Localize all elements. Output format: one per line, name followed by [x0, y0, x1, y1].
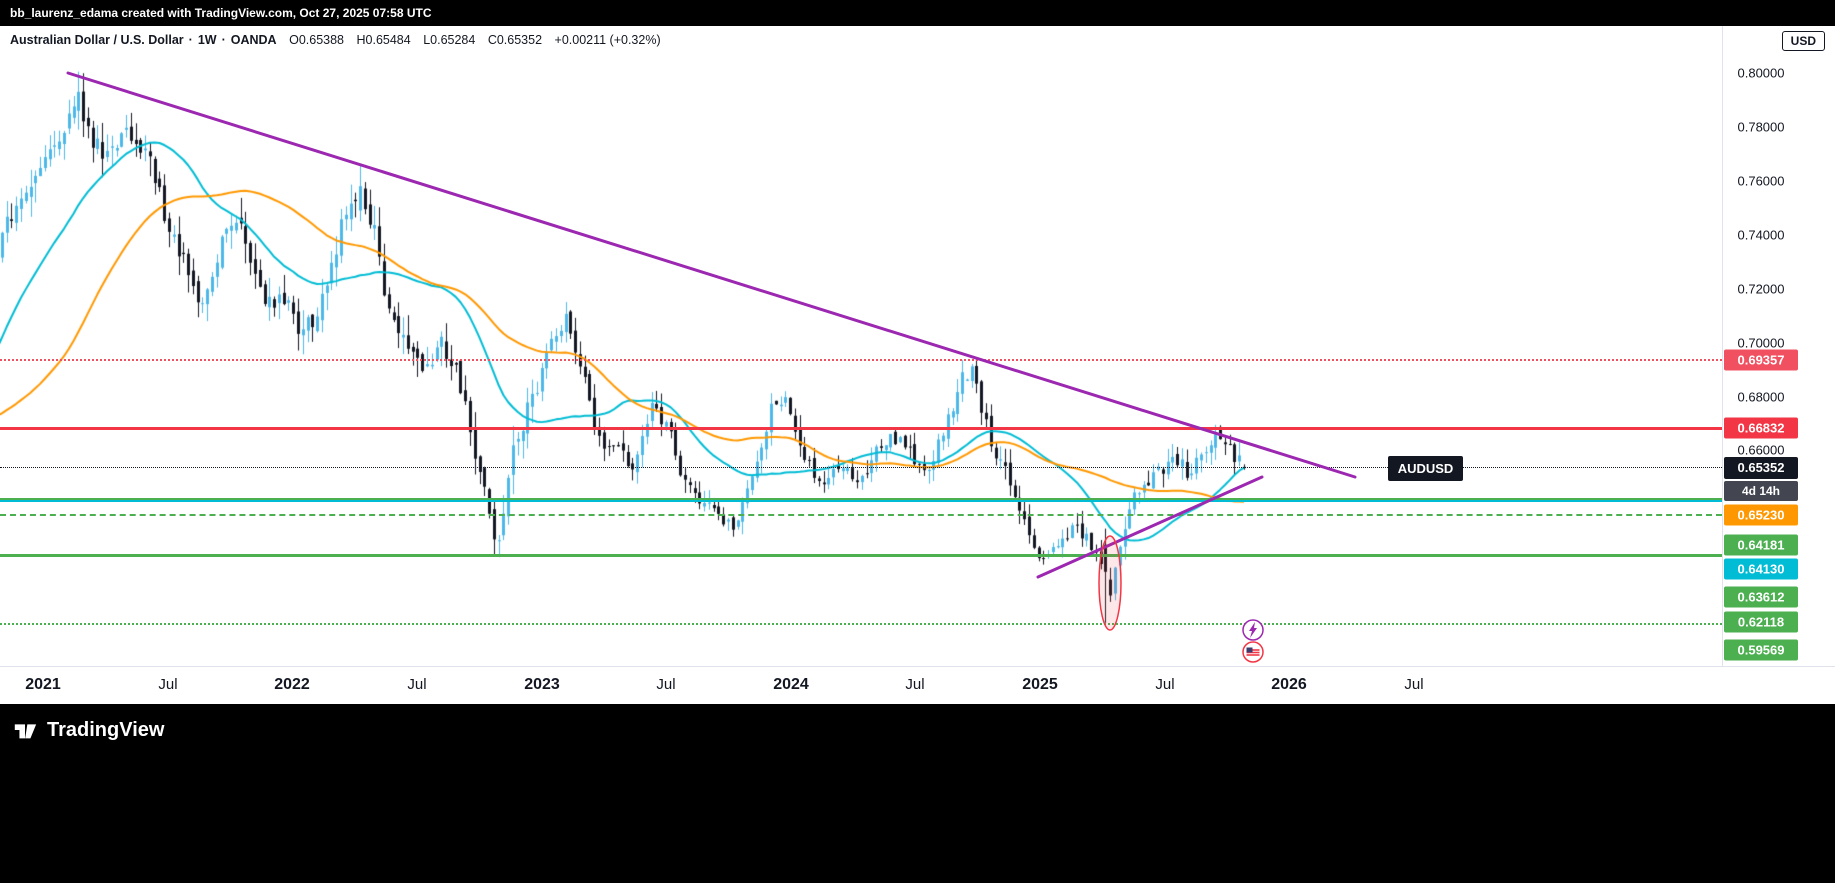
time-tick-month: Jul — [407, 676, 427, 693]
price-tick: 0.80000 — [1737, 65, 1785, 81]
price-tick: 0.70000 — [1737, 335, 1785, 351]
chart-panel[interactable]: Australian Dollar / U.S. Dollar · 1W · OANDA… — [0, 26, 1722, 666]
current-price-badge: 0.65352 — [1724, 457, 1798, 479]
time-tick-month: Jul — [158, 676, 178, 693]
tradingview-logo-icon — [14, 724, 37, 739]
brand-name: TradingView — [47, 718, 165, 741]
level-line-0.62118[interactable] — [0, 554, 1722, 557]
price-badge: 0.69357 — [1724, 349, 1798, 371]
chart-legend[interactable]: Australian Dollar / U.S. Dollar · 1W · OANDA… — [10, 33, 661, 47]
high-value: H0.65484 — [356, 33, 411, 47]
time-tick-month: Jul — [1155, 676, 1175, 693]
legend-separator: · — [221, 33, 226, 47]
price-tick: 0.68000 — [1737, 389, 1785, 405]
close-value: C0.65352 — [487, 33, 543, 47]
time-tick-year: 2025 — [1022, 676, 1058, 693]
level-line-0.63612[interactable] — [0, 514, 1722, 516]
price-badge: 0.66832 — [1724, 417, 1798, 439]
low-value: L0.65284 — [423, 33, 476, 47]
price-badge: 0.62118 — [1724, 611, 1798, 633]
level-line-0.6413[interactable] — [0, 500, 1722, 502]
level-line-0.66832[interactable] — [0, 427, 1722, 430]
interval-label: 1W — [197, 33, 217, 47]
level-line-0.59569[interactable] — [0, 623, 1722, 625]
price-axis[interactable]: USD 0.65352 4d 14h 0.80000 0.78000 0.76000… — [1722, 26, 1835, 666]
currency-toggle[interactable]: USD — [1781, 31, 1825, 51]
price-badge: 0.63612 — [1724, 586, 1798, 608]
tradingview-logo[interactable]: TradingView — [12, 717, 164, 743]
time-tick-year: 2021 — [25, 676, 61, 693]
price-tick: 0.78000 — [1737, 119, 1785, 135]
symbol-description: Australian Dollar / U.S. Dollar — [10, 33, 184, 47]
time-axis[interactable]: 2021 Jul 2022 Jul 2023 Jul 2024 Jul 2025 Jul 2026 J… — [0, 666, 1835, 704]
price-tick: 0.66000 — [1737, 442, 1785, 458]
level-line-0.64181[interactable] — [0, 498, 1722, 501]
time-tick-month: Jul — [905, 676, 925, 693]
time-tick-year: 2023 — [524, 676, 560, 693]
price-badge: 0.64130 — [1724, 558, 1798, 580]
time-tick-month: Jul — [1404, 676, 1424, 693]
attribution-bar: bb_laurenz_edama created with TradingVie… — [0, 0, 1835, 26]
price-chart-canvas[interactable] — [0, 26, 1722, 666]
time-tick-month: Jul — [656, 676, 676, 693]
current-price-line[interactable] — [0, 467, 1722, 468]
price-badge: 0.64181 — [1724, 534, 1798, 556]
countdown-badge: 4d 14h — [1724, 481, 1798, 501]
level-line-0.69357[interactable] — [0, 359, 1722, 361]
time-tick-year: 2026 — [1271, 676, 1307, 693]
price-badge: 0.59569 — [1724, 639, 1798, 661]
price-tick: 0.76000 — [1737, 173, 1785, 189]
price-badge: 0.65230 — [1724, 504, 1798, 526]
exchange-label: OANDA — [230, 33, 277, 47]
change-value: +0.00211 (+0.32%) — [554, 33, 661, 47]
attribution-text: bb_laurenz_edama created with TradingVie… — [10, 6, 432, 20]
footer-bar: TradingView — [0, 704, 1835, 883]
price-tick: 0.72000 — [1737, 281, 1785, 297]
open-value: O0.65388 — [289, 33, 344, 47]
time-tick-year: 2024 — [773, 676, 809, 693]
time-tick-year: 2022 — [274, 676, 310, 693]
price-tick: 0.74000 — [1737, 227, 1785, 243]
symbol-price-label: AUDUSD — [1388, 456, 1463, 481]
legend-separator: · — [188, 33, 193, 47]
